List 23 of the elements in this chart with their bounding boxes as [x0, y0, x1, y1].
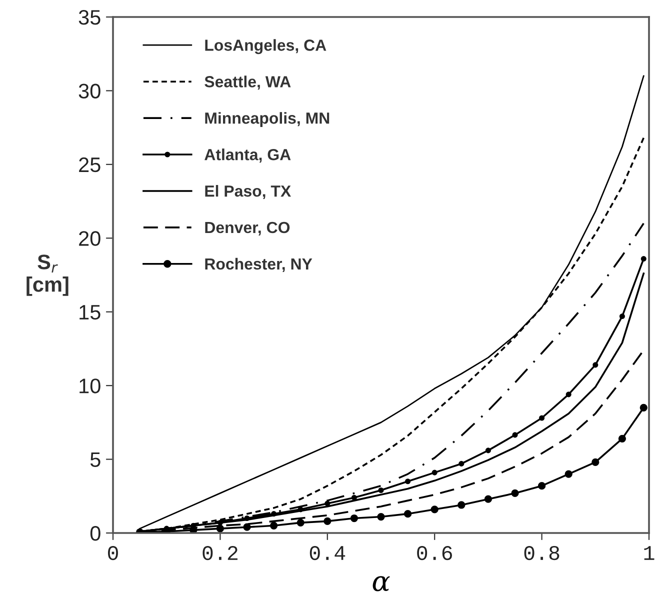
x-tick-label: 1 [644, 546, 654, 560]
legend-label: Atlanta, GA [204, 148, 291, 163]
legend-label: Denver, CO [205, 222, 290, 236]
x-tick-label: 0.2 [202, 546, 238, 560]
legend-label: Rochester, NY [205, 258, 312, 272]
y-tick-label: 35 [78, 10, 100, 25]
y-axis-title: S$_{r}$ [cm] [26, 254, 68, 296]
y-tick-label: 15 [80, 305, 100, 320]
y-tick-label: 25 [79, 157, 100, 172]
x-tick-label: 0 [108, 546, 118, 560]
legend-label: El Paso, TX [205, 184, 291, 200]
x-tick-label: 0.4 [310, 546, 346, 560]
y-tick-label: 10 [80, 378, 100, 394]
y-tick-label: 0 [90, 526, 100, 541]
legend-label: Minneapolis, MN [205, 112, 330, 127]
y-tick-label: 5 [90, 452, 100, 468]
y-tick-label: 20 [79, 231, 100, 246]
legend-label: Seattle, WA [204, 76, 291, 90]
x-axis-title: α [372, 576, 390, 592]
legend-label: LosAngeles, CA [205, 39, 326, 54]
y-tick-label: 30 [78, 84, 100, 98]
x-tick-label: 0.6 [417, 546, 452, 560]
x-tick-label: 0.8 [524, 546, 560, 560]
